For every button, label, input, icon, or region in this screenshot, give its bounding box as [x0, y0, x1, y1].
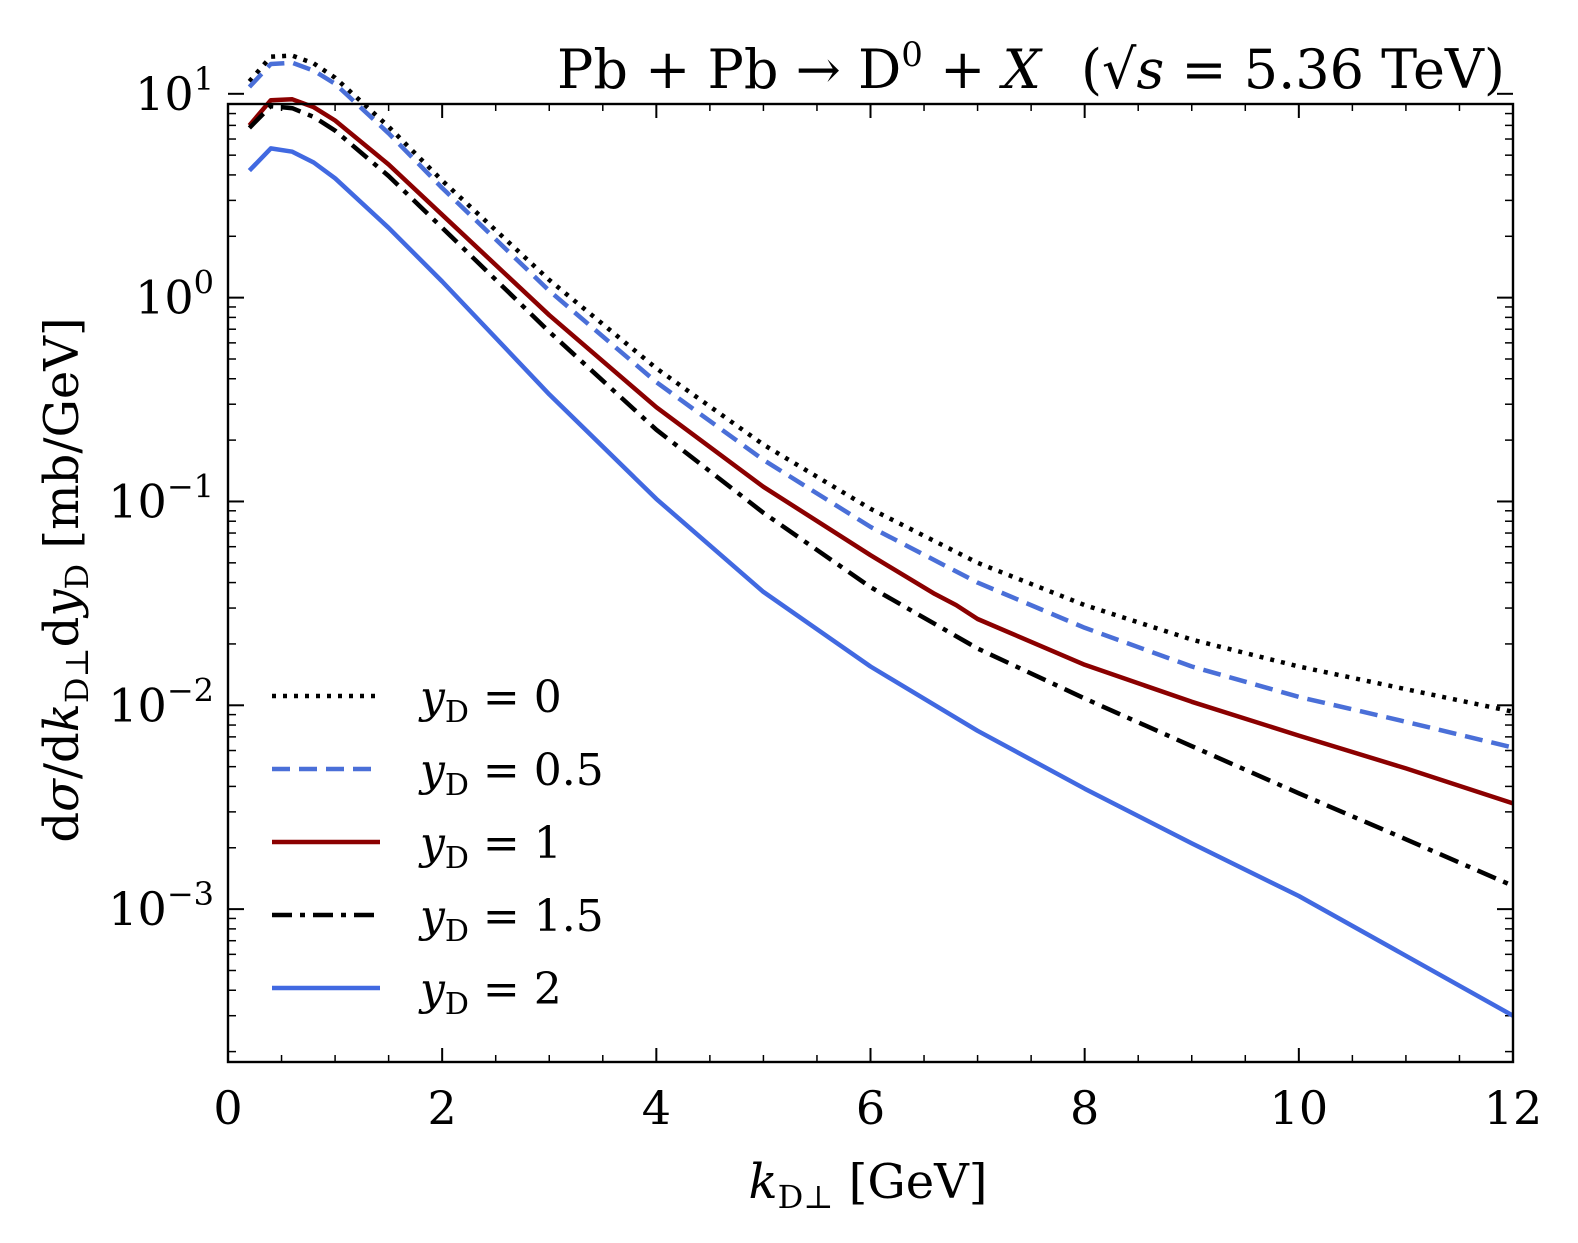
y-axis-title: dσ/dkD⊥dyD [mb/GeV] [34, 317, 96, 842]
axis-ticks: 0 2 4 6 8 10 12 101 100 10−1 10−2 10−3 [108, 60, 1542, 1135]
x-axis-title: kD⊥ [GeV] [749, 1154, 988, 1216]
x-tick-label: 12 [1484, 1081, 1543, 1135]
series-line-2 [247, 97, 1514, 806]
chart-title: Pb + Pb → D0 + X (√s = 5.36 TeV) [557, 35, 1505, 101]
plot-frame [226, 102, 1515, 1064]
y-tick-label: 100 [135, 264, 214, 325]
legend-label-1: yD = 0.5 [418, 745, 604, 803]
legend-label-4: yD = 2 [418, 964, 562, 1022]
legend-label-0: yD = 0 [418, 672, 562, 730]
series-line-1 [247, 60, 1514, 750]
x-tick-label: 2 [428, 1081, 457, 1135]
legend: yD = 0 yD = 0.5 yD = 1 yD = 1.5 yD = 2 [272, 672, 604, 1022]
y-tick-label: 10−2 [108, 671, 214, 732]
series-line-3 [247, 103, 1514, 888]
series-layer [247, 53, 1515, 1018]
series-line-4 [247, 146, 1515, 1018]
legend-label-2: yD = 1 [418, 818, 562, 876]
x-tick-label: 8 [1070, 1081, 1099, 1135]
x-tick-label: 6 [856, 1081, 885, 1135]
x-tick-label: 4 [642, 1081, 671, 1135]
x-tick-label: 0 [213, 1081, 242, 1135]
y-tick-label: 10−1 [108, 467, 214, 528]
x-tick-label: 10 [1270, 1081, 1329, 1135]
y-tick-label: 101 [135, 60, 214, 121]
legend-label-3: yD = 1.5 [418, 891, 604, 949]
y-tick-label: 10−3 [108, 875, 214, 936]
series-line-0 [247, 53, 1514, 714]
